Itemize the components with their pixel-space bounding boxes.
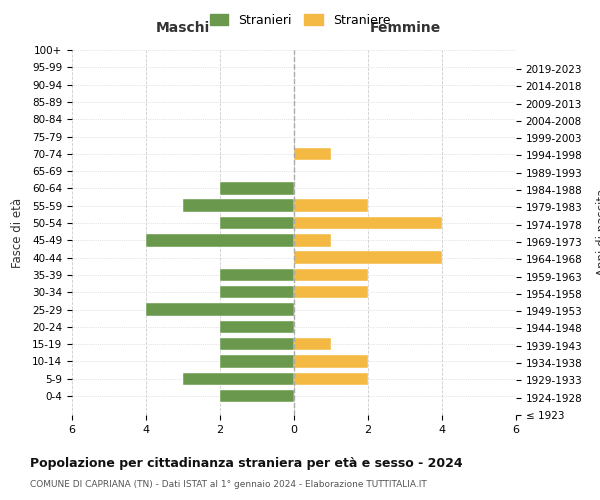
Bar [294, 200, 368, 212]
Bar [183, 372, 294, 385]
Text: Maschi: Maschi [156, 22, 210, 36]
Bar [220, 338, 294, 350]
Bar [294, 372, 368, 385]
Bar [294, 148, 331, 160]
Bar [294, 217, 442, 229]
Bar [294, 286, 368, 298]
Bar [220, 268, 294, 281]
Bar [183, 200, 294, 212]
Text: Popolazione per cittadinanza straniera per età e sesso - 2024: Popolazione per cittadinanza straniera p… [30, 458, 463, 470]
Text: COMUNE DI CAPRIANA (TN) - Dati ISTAT al 1° gennaio 2024 - Elaborazione TUTTITALI: COMUNE DI CAPRIANA (TN) - Dati ISTAT al … [30, 480, 427, 489]
Bar [220, 182, 294, 194]
Bar [220, 320, 294, 333]
Bar [146, 234, 294, 246]
Legend: Stranieri, Straniere: Stranieri, Straniere [205, 8, 395, 32]
Bar [294, 268, 368, 281]
Bar [294, 252, 442, 264]
Bar [146, 304, 294, 316]
Bar [220, 286, 294, 298]
Bar [294, 355, 368, 368]
Y-axis label: Anni di nascita: Anni di nascita [596, 189, 600, 276]
Bar [220, 390, 294, 402]
Bar [294, 234, 331, 246]
Bar [220, 217, 294, 229]
Y-axis label: Fasce di età: Fasce di età [11, 198, 23, 268]
Bar [220, 355, 294, 368]
Bar [294, 338, 331, 350]
Text: Femmine: Femmine [370, 22, 440, 36]
